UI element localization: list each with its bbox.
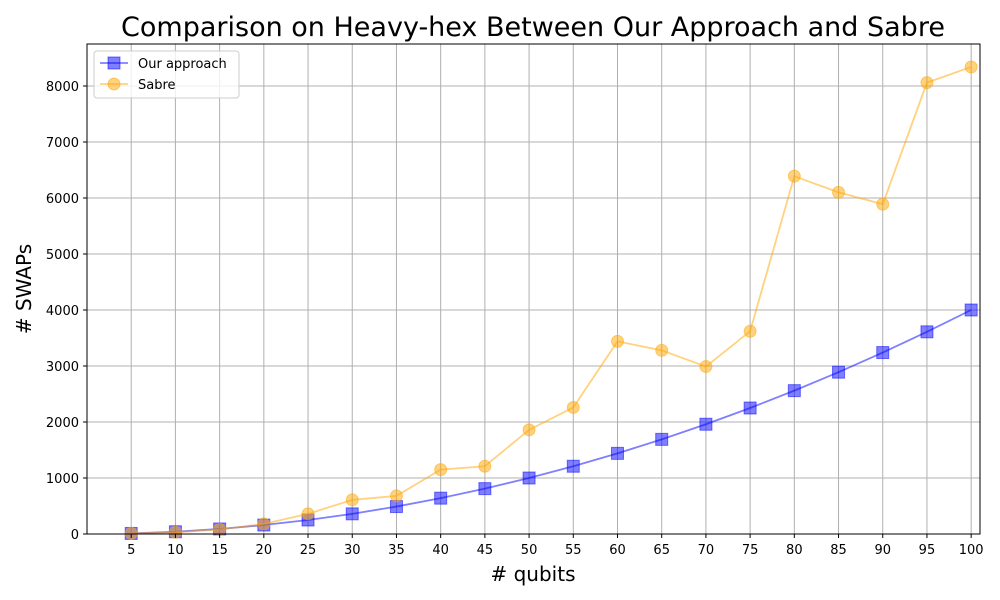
data-point-our-approach [655, 432, 669, 446]
data-point-sabre [124, 526, 138, 540]
x-tick-label: 95 [919, 543, 936, 558]
y-tick-label: 6000 [46, 192, 79, 207]
chart-title: Comparison on Heavy-hex Between Our Appr… [121, 12, 945, 43]
data-point-our-approach [787, 384, 801, 398]
data-point-sabre [478, 459, 492, 473]
y-axis-label: # SWAPs [12, 244, 36, 334]
x-axis-label: # qubits [491, 562, 576, 586]
legend: Our approach Sabre [93, 50, 240, 99]
data-point-our-approach [566, 459, 580, 473]
data-point-our-approach [832, 365, 846, 379]
legend-label-our-approach: Our approach [138, 57, 227, 72]
x-tick-label: 40 [432, 543, 449, 558]
data-point-our-approach [876, 346, 890, 360]
data-point-sabre [345, 493, 359, 507]
legend-box [93, 50, 240, 99]
data-point-sabre [655, 343, 669, 357]
data-point-sabre [389, 489, 403, 503]
plot-area-frame [86, 43, 981, 535]
x-tick-label: 75 [742, 543, 759, 558]
data-point-our-approach [610, 446, 624, 460]
legend-label-sabre: Sabre [138, 78, 176, 93]
x-tick-label: 60 [609, 543, 626, 558]
data-point-sabre [920, 76, 934, 90]
y-tick-label: 2000 [46, 416, 79, 431]
x-tick-label: 85 [830, 543, 847, 558]
data-point-sabre [301, 507, 315, 521]
data-point-our-approach [522, 471, 536, 485]
y-tick-label: 8000 [46, 80, 79, 95]
data-point-our-approach [964, 303, 978, 317]
x-tick-label: 80 [786, 543, 803, 558]
data-point-sabre [832, 185, 846, 199]
x-tick-label: 20 [256, 543, 273, 558]
x-tick-label: 90 [874, 543, 891, 558]
series-line-sabre [131, 66, 972, 535]
series-line-our-approach [131, 309, 972, 535]
y-tick-label: 1000 [46, 472, 79, 487]
y-tick-label: 5000 [46, 248, 79, 263]
data-point-sabre [743, 324, 757, 338]
y-tick-label: 3000 [46, 360, 79, 375]
legend-entry-sabre: Sabre [100, 77, 176, 93]
data-point-sabre [168, 525, 182, 539]
x-tick-label: 55 [565, 543, 582, 558]
data-point-our-approach [920, 325, 934, 339]
y-tick-label: 7000 [46, 136, 79, 151]
x-tick-label: 25 [300, 543, 317, 558]
data-point-our-approach [478, 482, 492, 496]
data-point-our-approach [743, 401, 757, 415]
data-point-our-approach [345, 507, 359, 521]
x-tick-label: 10 [167, 543, 184, 558]
data-point-sabre [964, 60, 978, 74]
legend-entry-our-approach: Our approach [100, 56, 227, 72]
x-tick-label: 45 [477, 543, 494, 558]
data-point-sabre [522, 423, 536, 437]
x-tick-label: 5 [127, 543, 135, 558]
x-tick-label: 35 [388, 543, 405, 558]
x-tick-label: 50 [521, 543, 538, 558]
data-point-sabre [610, 334, 624, 348]
data-point-sabre [876, 197, 890, 211]
data-point-sabre [566, 400, 580, 414]
x-tick-label: 30 [344, 543, 361, 558]
data-point-sabre [257, 517, 271, 531]
legend-marker-sabre [107, 77, 121, 91]
data-point-sabre [787, 169, 801, 183]
x-tick-label: 15 [211, 543, 228, 558]
data-point-our-approach [434, 491, 448, 505]
legend-marker-our-approach [107, 56, 121, 70]
y-tick-label: 0 [71, 528, 79, 543]
series-sabre [124, 60, 978, 540]
data-point-sabre [699, 360, 713, 374]
x-tick-label: 65 [653, 543, 670, 558]
ticks: 5 10 15 20 25 30 35 40 45 50 55 60 65 70 75 80 85 90 95 100… [46, 80, 984, 558]
data-point-our-approach [699, 417, 713, 431]
x-tick-label: 100 [959, 543, 984, 558]
series-layer [124, 60, 978, 540]
data-point-sabre [434, 463, 448, 477]
x-tick-label: 70 [698, 543, 715, 558]
y-tick-label: 4000 [46, 304, 79, 319]
